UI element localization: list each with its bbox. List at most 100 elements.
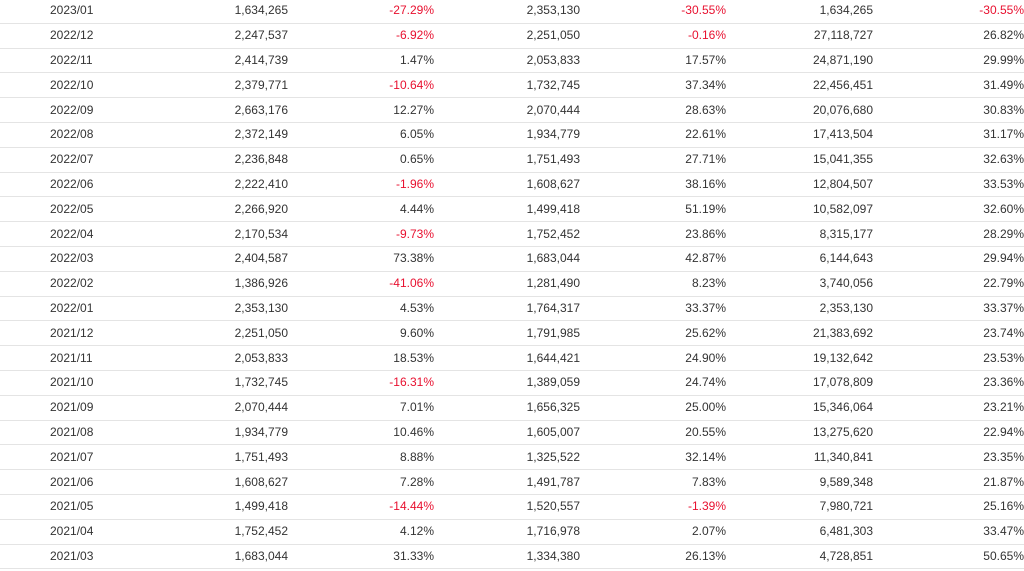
cumulative-value-cell: 2,353,130	[726, 296, 873, 322]
cumulative-value-cell: 12,804,507	[726, 172, 873, 198]
month-cell: 2022/07	[0, 147, 150, 173]
yoy-change-cell: -1.39%	[580, 494, 726, 520]
cumulative-value-cell: 9,589,348	[726, 469, 873, 495]
prev-year-value-cell: 2,353,130	[434, 0, 580, 24]
cumulative-change-cell: 28.29%	[873, 221, 1024, 247]
month-cell: 2021/09	[0, 395, 150, 421]
month-cell: 2021/07	[0, 444, 150, 471]
month-cell: 2022/01	[0, 296, 150, 322]
yoy-change-cell: 22.61%	[580, 122, 726, 148]
table-row: 2022/12 2,247,537 -6.92% 2,251,050 -0.16% 27,…	[0, 23, 1024, 49]
table-row: 2021/08 1,934,779 10.46% 1,605,007 20.55% 13,…	[0, 420, 1024, 446]
mom-change-cell: -16.31%	[288, 370, 434, 396]
table-row: 2021/09 2,070,444 7.01% 1,656,325 25.00% 15,3…	[0, 395, 1024, 421]
yoy-change-cell: -30.55%	[580, 0, 726, 24]
cumulative-change-cell: 26.82%	[873, 23, 1024, 49]
month-cell: 2022/12	[0, 23, 150, 49]
table-row: 2021/04 1,752,452 4.12% 1,716,978 2.07% 6,481…	[0, 519, 1024, 545]
month-cell: 2022/02	[0, 271, 150, 297]
mom-change-cell: 4.12%	[288, 519, 434, 545]
value-cell: 1,751,493	[150, 444, 288, 471]
mom-change-cell: 1.47%	[288, 48, 434, 74]
value-cell: 2,236,848	[150, 147, 288, 173]
mom-change-cell: -27.29%	[288, 0, 434, 24]
mom-change-cell: 0.65%	[288, 147, 434, 173]
table-row: 2021/11 2,053,833 18.53% 1,644,421 24.90% 19,…	[0, 345, 1024, 371]
yoy-change-cell: 37.34%	[580, 72, 726, 99]
cumulative-change-cell: 33.37%	[873, 296, 1024, 322]
yoy-change-cell: 27.71%	[580, 147, 726, 173]
month-cell: 2021/04	[0, 519, 150, 545]
prev-year-value-cell: 2,053,833	[434, 48, 580, 74]
table-row: 2022/06 2,222,410 -1.96% 1,608,627 38.16% 12,…	[0, 172, 1024, 198]
value-cell: 1,499,418	[150, 494, 288, 520]
prev-year-value-cell: 1,499,418	[434, 196, 580, 223]
cumulative-value-cell: 8,315,177	[726, 221, 873, 247]
value-cell: 1,732,745	[150, 370, 288, 396]
cumulative-value-cell: 13,275,620	[726, 420, 873, 446]
yoy-change-cell: 42.87%	[580, 246, 726, 272]
mom-change-cell: 18.53%	[288, 345, 434, 371]
cumulative-change-cell: -30.55%	[873, 0, 1024, 24]
cumulative-change-cell: 32.60%	[873, 196, 1024, 223]
prev-year-value-cell: 1,491,787	[434, 469, 580, 495]
yoy-change-cell: 2.07%	[580, 519, 726, 545]
cumulative-value-cell: 1,634,265	[726, 0, 873, 24]
prev-year-value-cell: 1,608,627	[434, 172, 580, 198]
cumulative-value-cell: 6,144,643	[726, 246, 873, 272]
cumulative-value-cell: 20,076,680	[726, 97, 873, 123]
value-cell: 2,247,537	[150, 23, 288, 49]
value-cell: 2,053,833	[150, 345, 288, 371]
cumulative-value-cell: 15,041,355	[726, 147, 873, 173]
yoy-change-cell: 28.63%	[580, 97, 726, 123]
table-row: 2022/10 2,379,771 -10.64% 1,732,745 37.34% 22…	[0, 72, 1024, 99]
cumulative-value-cell: 11,340,841	[726, 444, 873, 471]
table-row: 2022/04 2,170,534 -9.73% 1,752,452 23.86% 8,3…	[0, 221, 1024, 247]
month-cell: 2023/01	[0, 0, 150, 24]
value-cell: 2,266,920	[150, 196, 288, 223]
value-cell: 2,663,176	[150, 97, 288, 123]
mom-change-cell: -9.73%	[288, 221, 434, 247]
cumulative-change-cell: 50.65%	[873, 544, 1024, 570]
table-row: 2022/02 1,386,926 -41.06% 1,281,490 8.23% 3,7…	[0, 271, 1024, 297]
value-cell: 2,404,587	[150, 246, 288, 272]
month-cell: 2022/05	[0, 196, 150, 223]
month-cell: 2021/12	[0, 320, 150, 347]
yoy-change-cell: 23.86%	[580, 221, 726, 247]
month-cell: 2021/06	[0, 469, 150, 495]
yoy-change-cell: 7.83%	[580, 469, 726, 495]
mom-change-cell: -14.44%	[288, 494, 434, 520]
value-cell: 2,414,739	[150, 48, 288, 74]
value-cell: 2,170,534	[150, 221, 288, 247]
value-cell: 1,634,265	[150, 0, 288, 24]
mom-change-cell: -1.96%	[288, 172, 434, 198]
table-row: 2022/05 2,266,920 4.44% 1,499,418 51.19% 10,5…	[0, 196, 1024, 223]
prev-year-value-cell: 1,644,421	[434, 345, 580, 371]
cumulative-change-cell: 23.21%	[873, 395, 1024, 421]
prev-year-value-cell: 1,656,325	[434, 395, 580, 421]
yoy-change-cell: 24.90%	[580, 345, 726, 371]
prev-year-value-cell: 2,251,050	[434, 23, 580, 49]
cumulative-value-cell: 15,346,064	[726, 395, 873, 421]
prev-year-value-cell: 1,732,745	[434, 72, 580, 99]
table-row: 2022/09 2,663,176 12.27% 2,070,444 28.63% 20,…	[0, 97, 1024, 123]
value-cell: 2,353,130	[150, 296, 288, 322]
value-cell: 1,386,926	[150, 271, 288, 297]
cumulative-value-cell: 3,740,056	[726, 271, 873, 297]
cumulative-change-cell: 23.53%	[873, 345, 1024, 371]
mom-change-cell: 31.33%	[288, 544, 434, 570]
prev-year-value-cell: 1,751,493	[434, 147, 580, 173]
mom-change-cell: -41.06%	[288, 271, 434, 297]
mom-change-cell: 6.05%	[288, 122, 434, 148]
yoy-change-cell: 17.57%	[580, 48, 726, 74]
prev-year-value-cell: 1,934,779	[434, 122, 580, 148]
yoy-change-cell: 26.13%	[580, 544, 726, 570]
cumulative-value-cell: 19,132,642	[726, 345, 873, 371]
value-cell: 1,934,779	[150, 420, 288, 446]
mom-change-cell: 4.44%	[288, 196, 434, 223]
month-cell: 2021/08	[0, 420, 150, 446]
value-cell: 2,379,771	[150, 72, 288, 99]
table-row: 2021/12 2,251,050 9.60% 1,791,985 25.62% 21,3…	[0, 320, 1024, 347]
